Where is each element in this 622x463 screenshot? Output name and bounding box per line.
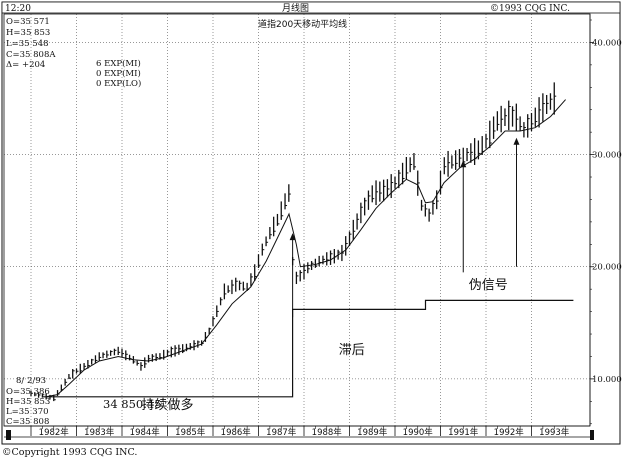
scroll-left-marker[interactable] xyxy=(6,430,11,440)
stat-delta: Δ= +204 xyxy=(6,60,45,70)
stat-close-bottom: C=35 808 xyxy=(6,417,49,427)
x-tick-label: 1991年 xyxy=(448,427,479,438)
x-tick-label: 1988年 xyxy=(312,427,343,438)
y-axis-layer: 10.000 20.000 30.000 40.000 xyxy=(590,19,622,425)
x-tick-label: 1983年 xyxy=(84,427,115,438)
stat-open: O=35 571 xyxy=(6,17,50,27)
stats-bottom-group: 8/ 2/93 O=35 386 H=35 853 L=35 370 C=35 … xyxy=(6,376,50,427)
signal-step-line xyxy=(42,299,574,398)
stats-top-group: O=35 571 H=35 853 L=35 548 C=35 808A Δ= … xyxy=(6,17,56,70)
chart-frame xyxy=(1,1,621,445)
x-tick-label: 1989年 xyxy=(357,427,388,438)
x-tick-label: 1992年 xyxy=(494,427,525,438)
y-tick-label: 40.000 xyxy=(592,38,622,48)
annotation-layer: 持续做多 滞后 伪信号 xyxy=(141,278,507,413)
annotation-false-signal: 伪信号 xyxy=(469,278,508,293)
x-tick-label: 1986年 xyxy=(221,427,252,438)
x-tick-label: 1985年 xyxy=(175,427,206,438)
x-tick-label: 1990年 xyxy=(403,427,434,438)
x-tick-label: 1993年 xyxy=(539,427,570,438)
moving-average-line xyxy=(45,99,566,398)
stat-open-bottom: O=35 386 xyxy=(6,387,50,397)
x-tick-label: 1984年 xyxy=(130,427,161,438)
signal-layer xyxy=(42,137,574,398)
chart-subtitle: 道指200天移动平均线 xyxy=(258,18,347,30)
exp-label-1: 6 EXP(MI) xyxy=(96,58,141,69)
scroll-right-marker[interactable] xyxy=(590,430,594,440)
stat-high: H=35 853 xyxy=(6,28,50,38)
footer-copyright: ©Copyright 1993 CQG INC. xyxy=(2,447,138,458)
header-period: 月线图 xyxy=(282,2,309,14)
price-bars-layer xyxy=(30,82,557,402)
header-bar xyxy=(1,1,621,14)
exp-label-2: 0 EXP(MI) xyxy=(96,68,141,79)
x-axis-layer: 1982年 1983年 1984年 1985年 1986年 1987年 1988年 1989年… xyxy=(4,426,590,438)
x-tick-label: 1987年 xyxy=(266,427,297,438)
x-tick-label: 1982年 xyxy=(39,427,70,438)
y-tick-label: 20.000 xyxy=(592,263,622,273)
header-time: 12:20 xyxy=(5,4,31,14)
y-tick-label: 30.000 xyxy=(592,151,622,161)
signal-arrow-head xyxy=(289,233,296,241)
exp-labels-group: 6 EXP(MI) 0 EXP(MI) 0 EXP(LO) xyxy=(96,58,141,89)
stat-close: C=35 808A xyxy=(6,50,56,60)
exp-label-3: 0 EXP(LO) xyxy=(96,78,141,89)
header-copyright: ©1993 CQG INC. xyxy=(490,4,570,14)
price-readout: 34 850.45 xyxy=(103,397,162,411)
annotation-sustained-long: 持续做多 xyxy=(141,397,193,413)
annotation-lagging: 滞后 xyxy=(339,343,365,358)
y-tick-label: 10.000 xyxy=(592,375,622,385)
stat-low: L=35 548 xyxy=(6,39,49,49)
moving-average-layer xyxy=(45,99,566,398)
signal-arrow-head xyxy=(460,160,467,168)
signal-arrow-head xyxy=(513,137,520,145)
stat-high-bottom: H=35 853 xyxy=(6,397,50,407)
stat-low-bottom: L=35 370 xyxy=(6,407,49,417)
